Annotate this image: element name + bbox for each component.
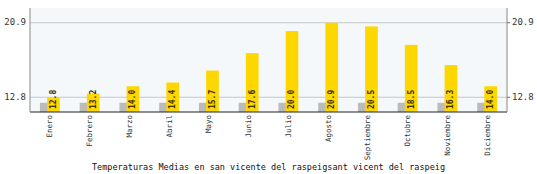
bar [166, 83, 179, 112]
data-label: 15.7 [208, 90, 217, 109]
x-axis [30, 111, 507, 112]
data-label: 20.5 [367, 90, 376, 109]
grid-line [30, 97, 507, 98]
bar [325, 23, 338, 112]
x-tick-label: Octubre [403, 115, 412, 147]
x-tick-label: Diciembre [483, 115, 492, 156]
x-tick-label: Abril [165, 115, 174, 138]
data-label: 12.8 [49, 90, 58, 109]
data-label: 14.0 [128, 90, 137, 109]
x-tick-label: Agosto [324, 115, 333, 143]
title: Temperaturas Medias en san vicente del r… [92, 162, 445, 172]
y2-tick-label: 20.9 [512, 17, 534, 27]
bar [206, 71, 219, 112]
data-label: 20.0 [287, 90, 296, 109]
bars [40, 23, 497, 112]
bar [405, 45, 418, 112]
y-tick-label: 20.9 [4, 17, 26, 27]
x-tick-label: Julio [284, 115, 293, 138]
x-tick-label: Mayo [204, 115, 213, 134]
grid-line [30, 22, 507, 23]
bar [127, 86, 140, 112]
data-label: 14.0 [486, 90, 495, 109]
data-label: 17.6 [248, 90, 257, 109]
bar [286, 31, 299, 112]
data-label: 20.9 [327, 90, 336, 109]
x-tick-label: Septiembre [363, 115, 372, 161]
bar [246, 53, 259, 112]
y-tick-label: 12.8 [4, 92, 26, 102]
x-tick-label: Marzo [125, 115, 134, 138]
x-tick-label: Junio [244, 115, 253, 138]
data-label: 14.4 [168, 90, 177, 109]
data-label: 16.3 [446, 90, 455, 109]
data-label: 13.2 [89, 90, 98, 109]
plot-area [30, 8, 507, 112]
bar [445, 65, 458, 112]
x-tick-label: Noviembre [443, 115, 452, 156]
bar [484, 86, 497, 112]
x-tick-label: Enero [45, 115, 54, 138]
y2-tick-label: 12.8 [512, 92, 534, 102]
y2-axis [507, 8, 508, 112]
bar [365, 26, 378, 112]
x-tick-label: Febrero [85, 115, 94, 147]
y-axis [30, 8, 31, 112]
data-label: 18.5 [407, 90, 416, 109]
chart: 12.8 20.9 12.8 20.9 12.8 13.2 14.0 14.4 15.7 17.6… [0, 0, 537, 174]
